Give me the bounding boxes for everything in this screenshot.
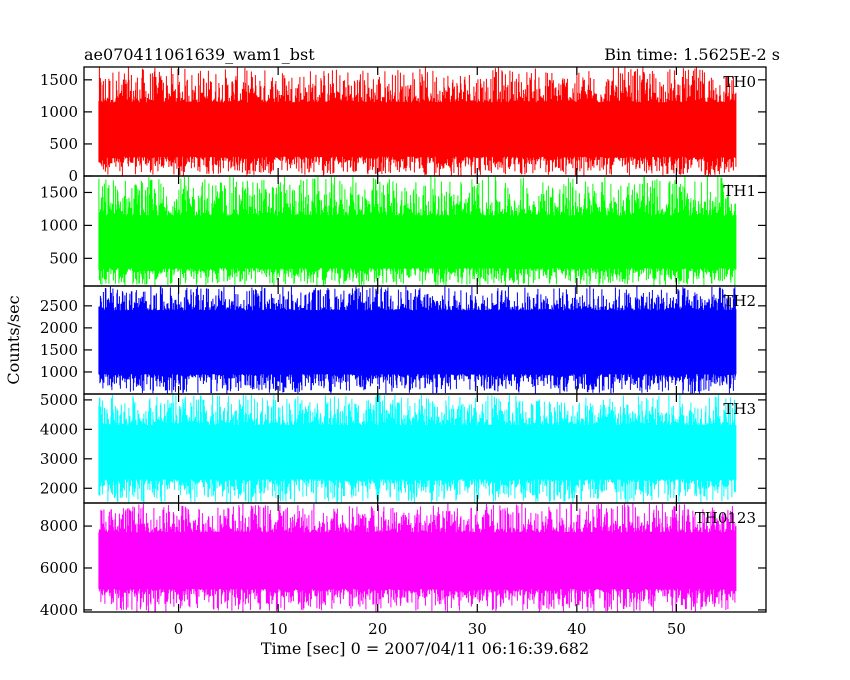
x-tick-label: 0: [174, 620, 184, 638]
panel-th1: 500 1000 1500 TH1: [40, 175, 767, 287]
y-tick-label: 8000: [40, 517, 78, 535]
panel-th0: 0 500 1000 1500 TH0: [40, 66, 767, 185]
chart-title: ae070411061639_wam1_bst: [84, 45, 315, 64]
panel-name-th0: TH0: [723, 73, 756, 91]
y-tick-label: 500: [49, 249, 78, 267]
y-tick-label: 1000: [40, 216, 78, 234]
y-tick-label: 1000: [40, 103, 78, 121]
panel-name-th2: TH2: [723, 292, 756, 310]
panel-frame: [83, 502, 767, 613]
panel-th0123: 4000 6000 8000 TH0123: [40, 502, 767, 619]
y-tick-label: 2500: [40, 297, 78, 315]
y-tick-label: 1500: [40, 183, 78, 201]
y-tick-label: 6000: [40, 559, 78, 577]
y-tick-label: 5000: [40, 391, 78, 409]
x-tick-label: 50: [667, 620, 686, 638]
y-tick-label: 3000: [40, 450, 78, 468]
x-tick-label: 30: [468, 620, 487, 638]
y-tick-label: 4000: [40, 420, 78, 438]
x-axis-label: Time [sec] 0 = 2007/04/11 06:16:39.682: [261, 639, 589, 658]
x-tick-label: 20: [368, 620, 387, 638]
series-th0123-line: [98, 503, 737, 612]
panel-name-th3: TH3: [723, 400, 756, 418]
y-tick-label: 2000: [40, 479, 78, 497]
y-tick-label: 2000: [40, 319, 78, 337]
y-axis-label: Counts/sec: [4, 295, 23, 384]
y-tick-label: 1000: [40, 363, 78, 381]
y-tick-label: 1500: [40, 71, 78, 89]
series-th1-line: [98, 176, 737, 286]
panel-th2: 1000 1500 2000 2500 TH2: [40, 285, 767, 395]
bin-time-label: Bin time: 1.5625E-2 s: [604, 45, 780, 64]
panel-name-th1: TH1: [723, 182, 756, 200]
y-tick-label: 4000: [40, 601, 78, 619]
series-th0-line: [98, 67, 737, 176]
y-tick-label: 0: [68, 167, 78, 185]
panel-name-th0123: TH0123: [695, 509, 756, 527]
series-th3-line: [98, 394, 737, 503]
x-tick-label: 10: [269, 620, 288, 638]
y-tick-label: 500: [49, 135, 78, 153]
series-th2-line: [98, 286, 737, 394]
x-tick-label: 40: [567, 620, 586, 638]
y-tick-label: 1500: [40, 341, 78, 359]
panel-th3: 2000 3000 4000 5000 TH3: [40, 391, 767, 504]
